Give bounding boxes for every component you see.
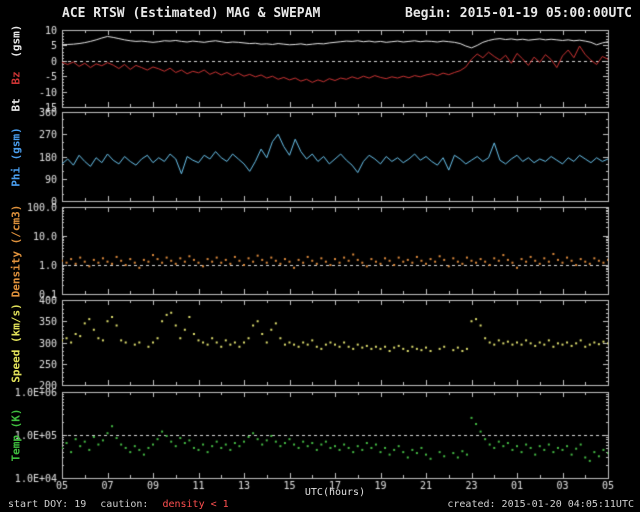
created-timestamp: created: 2015-01-20 04:05:11UTC <box>447 499 634 510</box>
caution-label: caution: <box>100 499 149 510</box>
caution-value: density < 1 <box>162 499 229 510</box>
begin-timestamp: Begin: 2015-01-19 05:00:00UTC <box>405 6 632 21</box>
yaxis-label-bz: Bz <box>9 71 23 85</box>
yaxis-label-gsm: (gsm) <box>9 24 23 58</box>
yaxis-label-mag: Bt Bz (gsm) <box>10 25 23 112</box>
yaxis-label-phi: Phi (gsm) <box>9 127 23 187</box>
footer-left: start DOY: 19 caution: density < 1 <box>8 499 243 510</box>
yaxis-label-bt: Bt <box>9 98 23 112</box>
start-doy-text: start DOY: 19 <box>8 499 87 510</box>
yaxis-label-temp: Temp (K) <box>9 408 23 462</box>
yaxis-label-density: Density (/cm3) <box>9 204 23 298</box>
yaxis-label-speed: Speed (km/s) <box>9 303 23 383</box>
xaxis-label: UTC(hours) <box>304 487 366 498</box>
page-title: ACE RTSW (Estimated) MAG & SWEPAM <box>62 6 321 21</box>
